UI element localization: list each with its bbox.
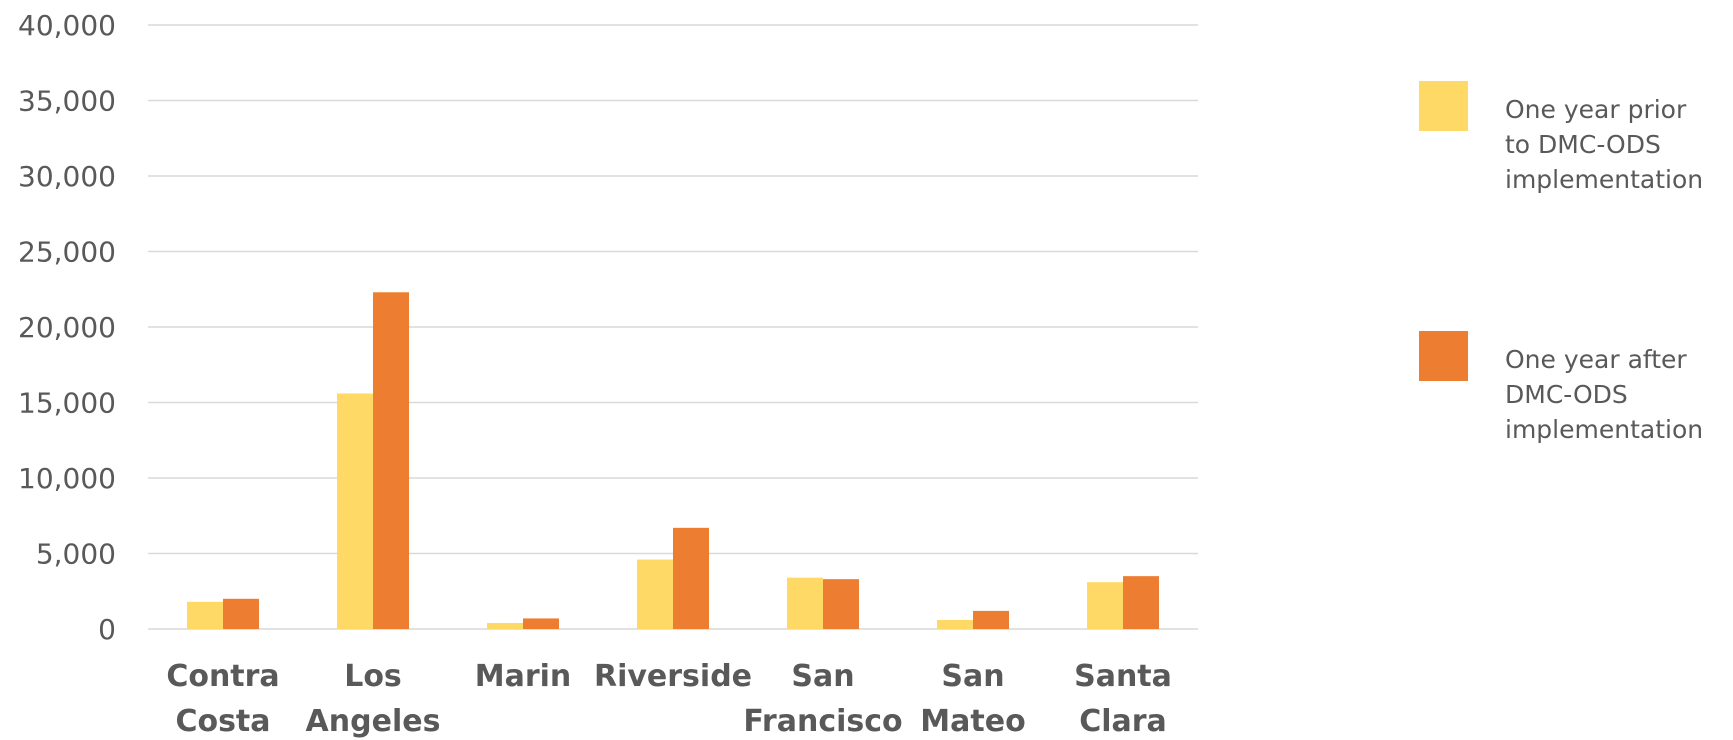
category-label: Mateo: [920, 704, 1025, 739]
category-label: Contra: [166, 659, 279, 694]
y-tick-label: 10,000: [18, 462, 116, 495]
category-label: Francisco: [743, 704, 902, 739]
category-label: Marin: [475, 659, 572, 694]
bar-series-2-0: [223, 598, 259, 629]
bar-series-2-2: [523, 618, 559, 629]
bar-series-2-5: [973, 610, 1009, 629]
legend-label-2: DMC-ODS: [1505, 380, 1628, 409]
bar-series-1-1: [337, 393, 373, 629]
gridlines: [148, 24, 1198, 630]
y-tick-label: 40,000: [18, 9, 116, 42]
category-label: Los: [344, 659, 402, 694]
y-tick-label: 25,000: [18, 236, 116, 269]
bar-series-2-3: [673, 527, 709, 629]
legend-label-2: implementation: [1505, 415, 1703, 444]
bar-series-1-3: [637, 559, 673, 629]
y-tick-label: 20,000: [18, 311, 116, 344]
legend-label-1: implementation: [1505, 165, 1703, 194]
y-tick-label: 35,000: [18, 85, 116, 118]
y-axis-tick-labels: 0 5,000 10,000 15,000 20,000 25,000 30,000 35,0…: [18, 9, 116, 646]
bar-series-1-6: [1087, 582, 1123, 629]
y-tick-label: 5,000: [36, 538, 116, 571]
legend-label-1: to DMC-ODS: [1505, 130, 1661, 159]
category-label: Santa: [1074, 659, 1172, 694]
category-label: San: [791, 659, 854, 694]
bar-series-2-4: [823, 579, 859, 629]
legend-swatch-2: [1419, 331, 1468, 381]
bar-series-1-0: [187, 601, 223, 629]
y-tick-label: 15,000: [18, 387, 116, 420]
bars: [187, 292, 1159, 629]
x-axis-category-labels: Contra Costa Los Angeles Marin Riverside San Fr…: [166, 659, 1172, 739]
legend-label-2: One year after: [1505, 345, 1687, 374]
bar-series-2-6: [1123, 576, 1159, 629]
legend-label-1: One year prior: [1505, 95, 1687, 124]
category-label: Costa: [175, 704, 270, 739]
category-label: Angeles: [306, 704, 441, 739]
y-tick-label: 0: [98, 613, 116, 646]
bar-series-1-5: [937, 619, 973, 629]
category-label: San: [941, 659, 1004, 694]
category-label: Clara: [1079, 704, 1167, 739]
category-label: Riverside: [594, 659, 752, 694]
legend: One year prior to DMC-ODS implementation On…: [1419, 81, 1703, 444]
y-tick-label: 30,000: [18, 160, 116, 193]
bar-series-1-4: [787, 577, 823, 629]
legend-swatch-1: [1419, 81, 1468, 131]
bar-series-1-2: [487, 622, 523, 629]
bar-series-2-1: [373, 292, 409, 629]
